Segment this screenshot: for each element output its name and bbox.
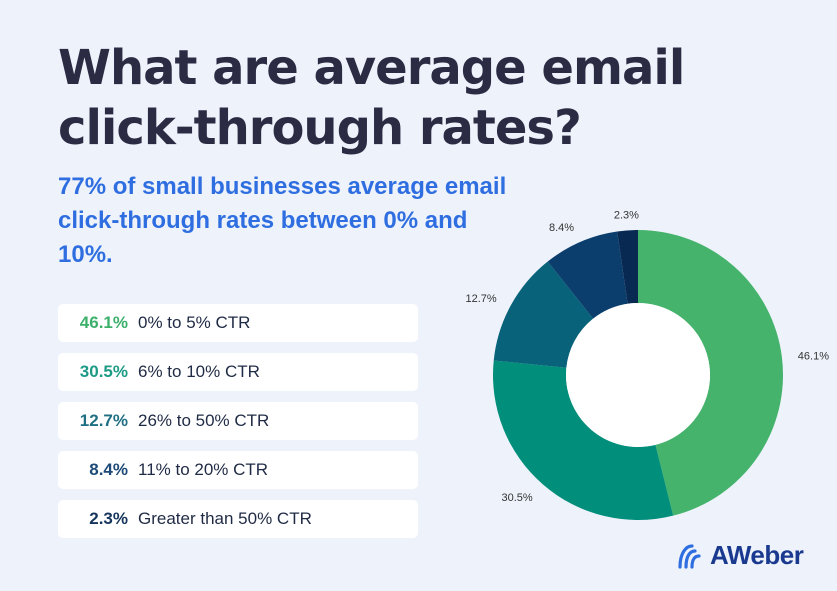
legend-percent: 8.4% — [89, 460, 128, 479]
donut-slice-4 — [617, 230, 638, 304]
donut-slice-label-1: 30.5% — [501, 492, 532, 504]
legend-label: Greater than 50% CTR — [138, 509, 312, 528]
donut-slice-label-0: 46.1% — [798, 350, 829, 362]
donut-slice-label-2: 12.7% — [465, 293, 496, 305]
page-title: What are average email click-through rat… — [58, 40, 685, 156]
legend-label: 26% to 50% CTR — [138, 411, 270, 430]
legend-row-1: 30.5% 6% to 10% CTR — [58, 353, 418, 391]
legend-row-0: 46.1% 0% to 5% CTR — [58, 304, 418, 342]
legend-row-4: 2.3% Greater than 50% CTR — [58, 500, 418, 538]
donut-slice-1 — [493, 360, 674, 520]
aweber-wave-logo-icon — [678, 543, 701, 569]
donut-slice-label-3: 8.4% — [549, 222, 574, 234]
donut-chart: 46.1% 30.5% 12.7% 8.4% 2.3% — [465, 209, 829, 520]
legend-list: 46.1% 0% to 5% CTR 30.5% 6% to 10% CTR 1… — [58, 304, 418, 549]
donut-slice-2 — [493, 261, 594, 368]
donut-slice-label-4: 2.3% — [614, 209, 639, 221]
legend-label: 6% to 10% CTR — [138, 362, 260, 381]
legend-percent: 2.3% — [89, 509, 128, 528]
brand-logo: AWeber — [676, 540, 804, 571]
brand-name: AWeber — [710, 540, 804, 570]
subtitle: 77% of small businesses average email cl… — [58, 173, 507, 268]
legend-label: 0% to 5% CTR — [138, 313, 251, 332]
legend-percent: 30.5% — [79, 362, 128, 381]
donut-slice-3 — [547, 231, 628, 319]
legend-row-2: 12.7% 26% to 50% CTR — [58, 402, 418, 440]
legend-row-3: 8.4% 11% to 20% CTR — [58, 451, 418, 489]
legend-percent: 12.7% — [79, 411, 128, 430]
donut-slice-0 — [638, 230, 783, 516]
donut-hole — [566, 303, 710, 447]
legend-label: 11% to 20% CTR — [138, 460, 269, 479]
legend-percent: 46.1% — [79, 313, 128, 332]
